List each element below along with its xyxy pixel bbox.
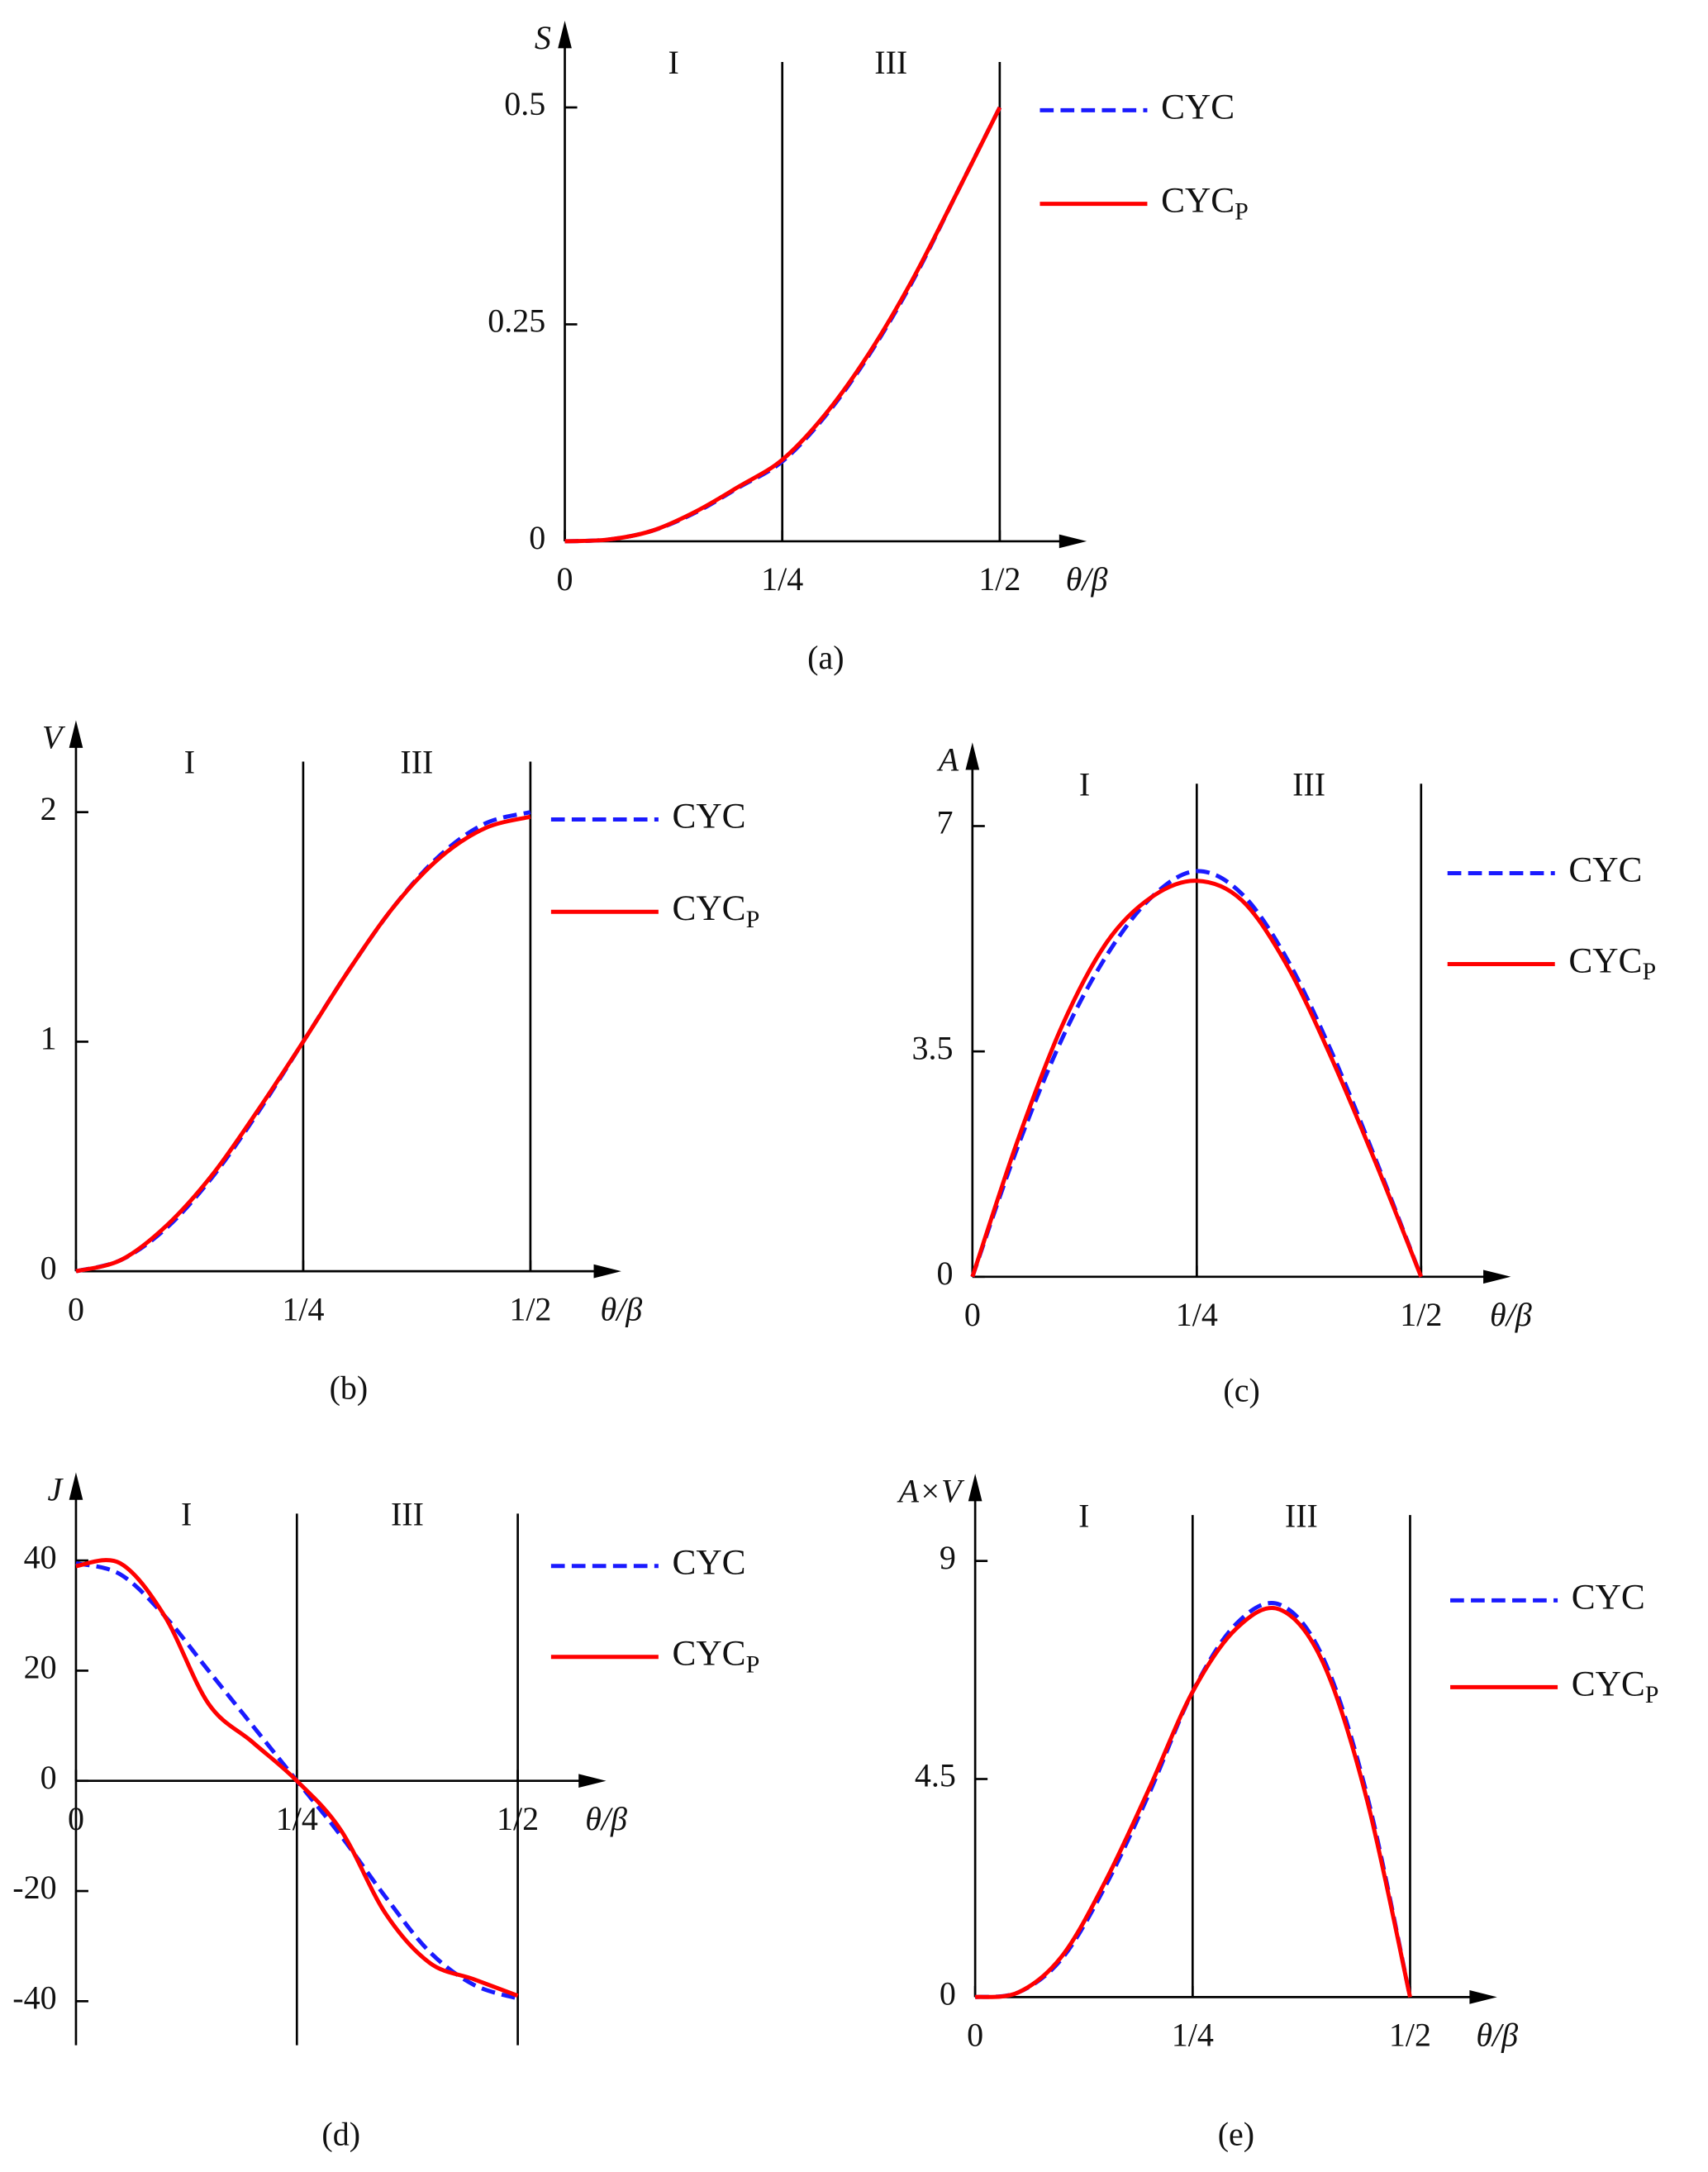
y-tick-label: 40 [24,1538,57,1575]
y-tick-label: 20 [24,1649,57,1686]
y-axis-arrow [69,720,83,748]
region-label: I [181,1496,192,1533]
x-axis-label: θ/β [1490,1296,1532,1333]
legend-label: CYC [673,1543,746,1583]
x-tick-label: 0 [964,1296,981,1333]
x-tick-label: 1/2 [1389,2017,1431,2054]
caption: (b) [330,1369,369,1406]
x-tick-label: 1/4 [1176,1296,1218,1333]
series-line [974,1606,1412,1999]
legend-label: CYCP [673,888,760,933]
x-axis-arrow [593,1264,621,1279]
y-tick-label: 0.25 [488,302,545,340]
y-axis-label: S [535,19,551,56]
y-tick-label: 9 [940,1539,956,1576]
y-tick-label: 2 [40,790,57,827]
x-tick-label: 0 [68,1290,84,1327]
region-label: III [400,744,433,781]
legend-subscript: P [1235,198,1249,225]
y-tick-label: 0 [936,1255,953,1292]
legend-label: CYCP [673,1634,760,1679]
legend-label: CYCP [1161,181,1249,226]
x-tick-label: 1/2 [509,1290,551,1327]
y-axis-arrow [968,1474,982,1502]
x-axis-label: θ/β [1476,2017,1518,2054]
series-line [564,106,1002,544]
region-label: III [391,1496,424,1533]
x-tick-label: 1/2 [1400,1296,1442,1333]
x-axis-arrow [1483,1269,1511,1284]
region-label: I [1078,1497,1089,1534]
x-tick-label: 1/4 [761,560,803,598]
legend-subscript: P [1642,958,1656,985]
legend-subscript: P [1645,1681,1659,1708]
y-tick-label: 3.5 [912,1029,954,1066]
legend-label: CYCP [1568,941,1656,985]
y-tick-label: 4.5 [915,1757,956,1794]
x-tick-label: 1/4 [1172,2017,1214,2054]
legend-label: CYCP [1572,1664,1659,1708]
y-tick-label: 1 [40,1020,57,1057]
series-line [970,879,1424,1278]
x-tick-label: 0 [557,560,573,598]
region-label: I [668,44,678,81]
y-tick-label: 0.5 [504,85,545,122]
legend-label: CYC [1161,87,1235,126]
y-tick-label: 7 [936,804,953,841]
legend-subscript: P [746,1650,760,1678]
region-label: I [184,744,195,781]
region-label: I [1079,765,1090,803]
y-tick-label: 0 [529,519,545,556]
y-axis-label: V [42,719,66,756]
caption: (d) [321,2116,360,2153]
y-tick-label: 0 [940,1975,956,2012]
x-axis-arrow [1059,534,1087,549]
x-axis-label: θ/β [585,1800,627,1837]
region-label: III [1292,765,1325,803]
series-line [75,1558,519,1998]
y-tick-label: 0 [40,1759,57,1796]
x-tick-label: 1/2 [978,560,1021,598]
x-axis-label: θ/β [1066,560,1108,598]
y-tick-label: -40 [12,1979,56,2017]
caption: (c) [1223,1372,1259,1409]
y-axis-label: J [48,1471,64,1508]
x-axis-arrow [578,1774,607,1789]
x-axis-arrow [1469,1990,1497,2004]
y-axis-label: A×V [897,1472,965,1509]
y-tick-label: -20 [12,1869,56,1906]
y-tick-label: 0 [40,1249,57,1286]
series-line [75,814,531,1274]
legend-label: CYC [1568,850,1642,889]
x-tick-label: 1/4 [282,1290,324,1327]
x-tick-label: 0 [68,1800,84,1837]
y-axis-arrow [558,20,572,49]
caption: (e) [1218,2116,1254,2153]
region-label: III [874,44,907,81]
caption: (a) [807,639,844,676]
y-axis-arrow [965,742,980,770]
x-tick-label: 0 [967,2017,983,2054]
legend-label: CYC [1572,1577,1645,1617]
region-label: III [1285,1497,1318,1534]
y-axis-arrow [69,1472,83,1500]
legend-label: CYC [673,796,746,836]
x-axis-label: θ/β [601,1290,643,1327]
legend-subscript: P [746,906,760,933]
y-axis-label: A [936,741,959,778]
